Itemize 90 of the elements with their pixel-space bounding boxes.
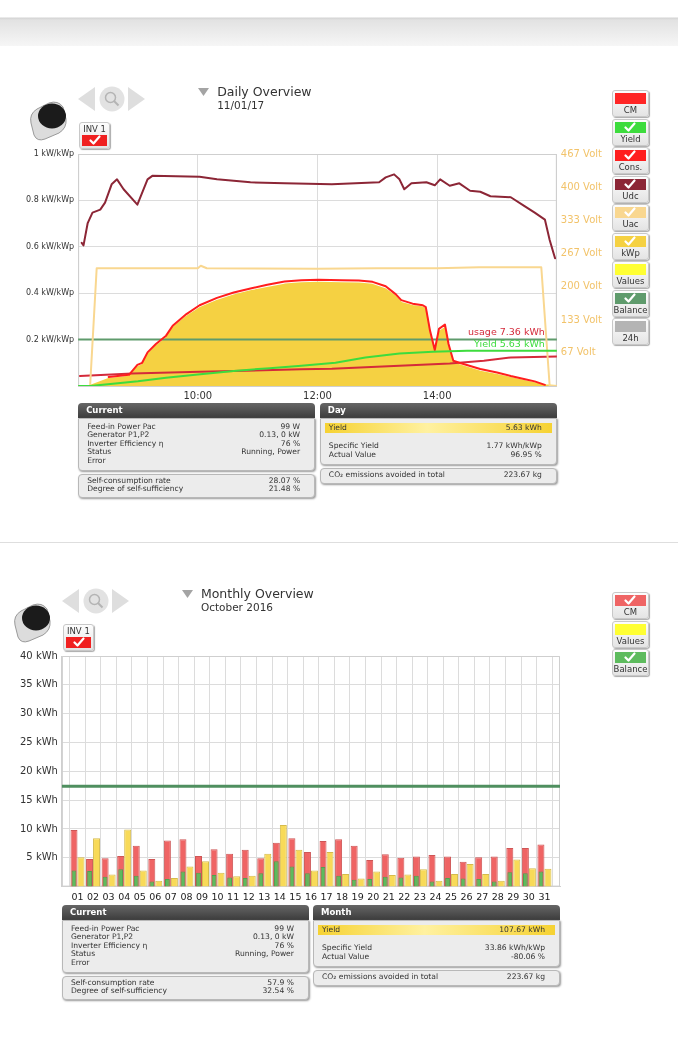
toggle-button: Udc — [612, 175, 649, 203]
toggle-button: CM — [612, 592, 649, 619]
x-tick-label: 15 — [289, 890, 302, 902]
y-tick-label: 30 kWh — [20, 707, 58, 719]
x-tick-label: 16 — [304, 890, 318, 902]
x-tick-label: 24 — [429, 890, 442, 902]
toggle-button: INV 1 — [79, 122, 111, 149]
chart-subtitle: 11/01/17 — [217, 99, 265, 111]
y-tick-label: 15 kWh — [20, 793, 58, 805]
x-tick-label: 13 — [258, 890, 271, 902]
legend-label: Balance — [613, 304, 648, 315]
x-tick-label: 07 — [164, 890, 177, 902]
y-tick-label: 0.2 kW/kWp — [26, 334, 75, 344]
chart-title: Daily Overview — [217, 84, 312, 99]
legend-label: Cons. — [617, 162, 644, 172]
x-tick-label: 10:00 — [183, 389, 213, 401]
toggle-button: Uac — [612, 204, 649, 231]
x-tick-label: 28 — [491, 890, 504, 902]
x-tick-label: 09 — [195, 890, 209, 902]
y2-tick-label: 133 Volt — [560, 313, 603, 325]
legend-label: CM — [622, 105, 639, 115]
y2-tick-label: 200 Volt — [560, 280, 603, 292]
x-tick-label: 04 — [118, 890, 131, 902]
text: Month — [313, 905, 560, 920]
y-tick-label: 0.6 kW/kWp — [26, 241, 75, 251]
x-tick-label: 14:00 — [422, 389, 452, 401]
x-tick-label: 31 — [538, 890, 551, 902]
text: Current — [78, 403, 316, 418]
x-tick-label: 01 — [71, 890, 84, 902]
toggle-button: Values — [612, 620, 649, 648]
x-tick-label: 18 — [336, 890, 349, 902]
x-tick-label: 03 — [102, 890, 115, 902]
y-tick-label: 35 kWh — [20, 678, 58, 690]
legend-label: Uac — [621, 219, 640, 229]
x-tick-label: 29 — [507, 890, 520, 902]
toggle-button: kWp — [612, 232, 649, 260]
y-tick-label: 40 kWh — [20, 649, 58, 661]
y2-tick-label: 67 Volt — [560, 346, 596, 358]
x-tick-label: 14 — [273, 890, 286, 902]
x-tick-label: 27 — [476, 890, 489, 902]
legend-label: kWp — [620, 247, 641, 258]
legend-label: 24h — [621, 333, 640, 343]
x-tick-label: 30 — [522, 890, 535, 902]
x-tick-label: 11 — [227, 890, 240, 902]
y2-tick-label: 333 Volt — [560, 214, 603, 226]
annotation: Yield 5.63 kWh — [473, 337, 545, 349]
x-tick-label: 05 — [133, 890, 146, 902]
y-tick-label: 10 kWh — [20, 822, 58, 834]
toggle-button: Balance — [612, 649, 649, 676]
y-tick-label: 0.4 kW/kWp — [26, 288, 75, 298]
x-tick-label: 06 — [149, 890, 162, 902]
text: Current — [61, 905, 309, 920]
x-tick-label: 02 — [87, 890, 100, 902]
legend-label: Yield — [619, 133, 642, 144]
chart-title: Monthly Overview — [200, 586, 314, 601]
y-tick-label: 20 kWh — [20, 764, 58, 776]
y2-tick-label: 467 Volt — [560, 147, 603, 159]
toggle-button: Values — [612, 261, 649, 288]
toggle-button: INV 1 — [62, 624, 94, 651]
y-tick-label: 1 kW/kWp — [33, 149, 75, 159]
legend-label: Values — [615, 276, 646, 286]
x-tick-label: 10 — [211, 890, 224, 902]
y-tick-label: 25 kWh — [20, 736, 58, 748]
x-tick-label: 12:00 — [303, 389, 332, 401]
x-tick-label: 22 — [398, 890, 411, 902]
text: Day — [319, 403, 557, 418]
x-tick-label: 25 — [445, 890, 458, 902]
x-tick-label: 26 — [460, 890, 473, 902]
chart-subtitle: October 2016 — [200, 601, 273, 613]
legend-label: Udc — [621, 190, 640, 201]
y-tick-label: 5 kWh — [26, 851, 58, 863]
x-tick-label: 17 — [320, 890, 333, 902]
annotation: usage 7.36 kWh — [468, 325, 545, 337]
x-tick-label: 21 — [382, 890, 395, 902]
legend-label: Values — [615, 635, 646, 646]
y2-tick-label: 400 Volt — [560, 180, 603, 192]
toggle-button: Yield — [612, 118, 649, 146]
x-tick-label: 20 — [367, 890, 380, 902]
legend-label: Balance — [613, 664, 648, 674]
toggle-button: 24h — [612, 318, 649, 345]
x-tick-label: 19 — [351, 890, 364, 902]
x-tick-label: 08 — [180, 890, 193, 902]
y2-tick-label: 267 Volt — [560, 246, 603, 258]
toggle-button: Balance — [612, 289, 649, 317]
y-tick-label: 0.8 kW/kWp — [26, 195, 75, 205]
legend-label: CM — [622, 607, 639, 617]
x-tick-label: 12 — [242, 890, 255, 902]
toggle-button: Cons. — [612, 147, 649, 174]
x-tick-label: 23 — [413, 890, 426, 902]
toggle-button: CM — [612, 90, 649, 117]
